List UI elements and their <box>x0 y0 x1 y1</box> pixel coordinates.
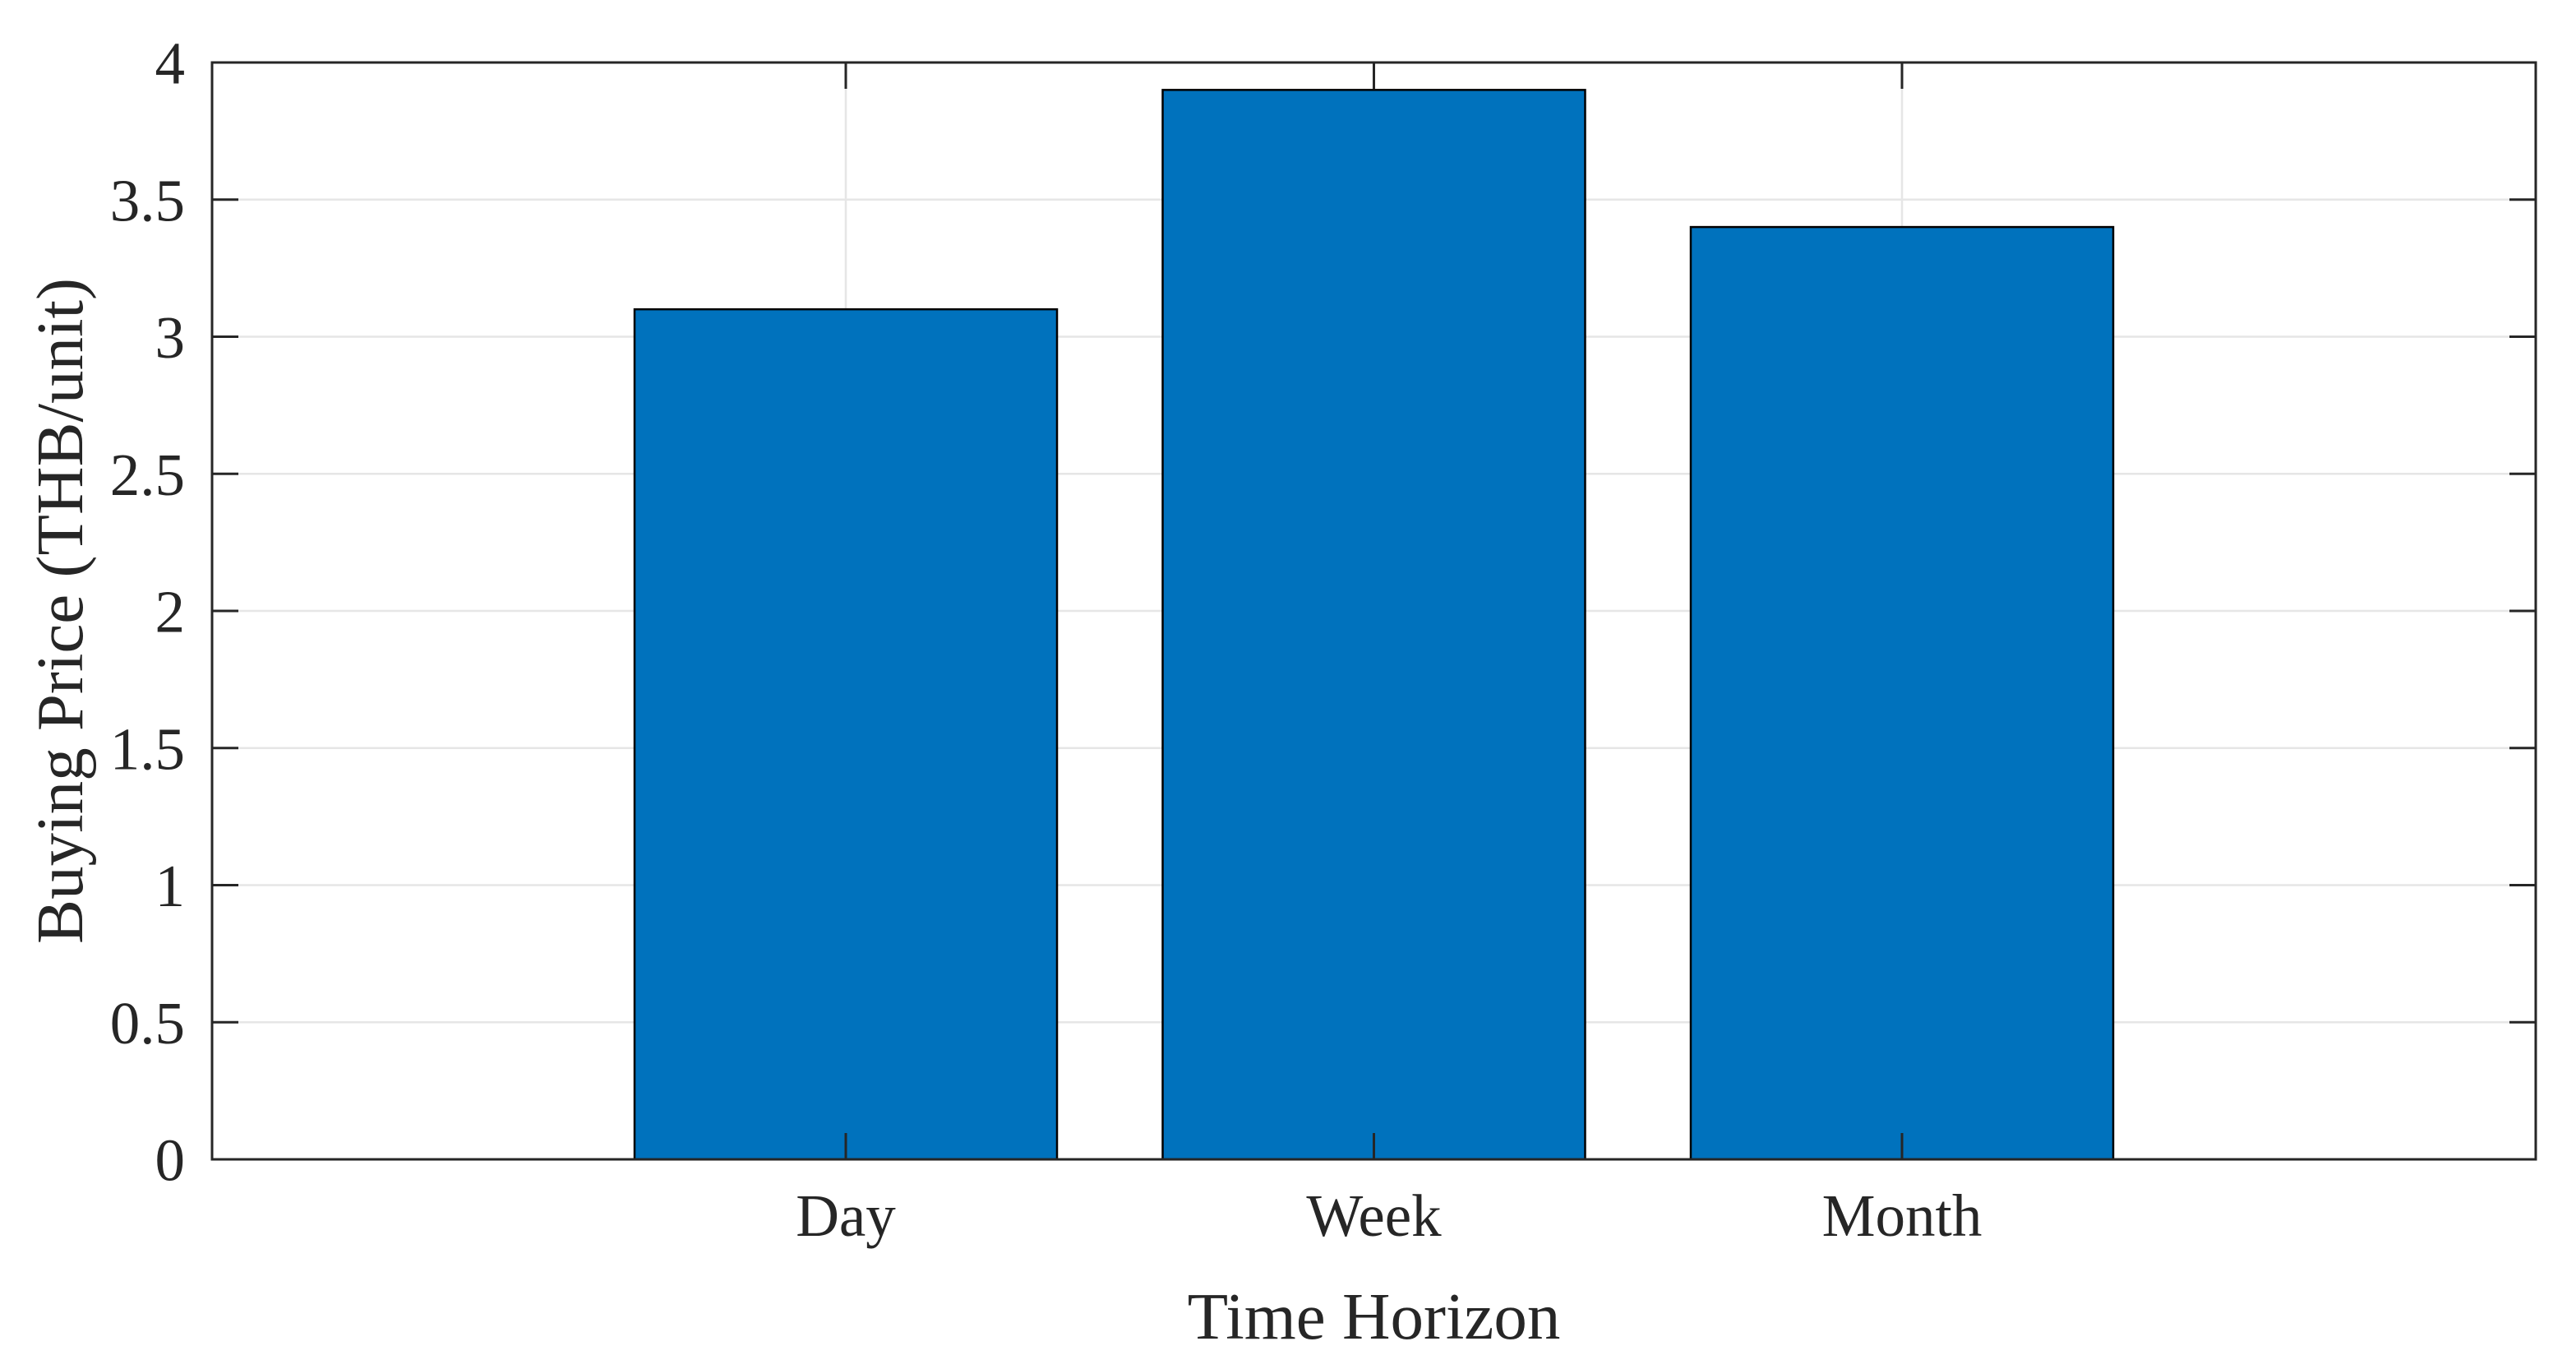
y-tick-label: 0 <box>155 1127 186 1194</box>
x-tick-label: Day <box>796 1182 896 1249</box>
y-tick-label: 3.5 <box>110 167 185 234</box>
y-tick-label: 2.5 <box>110 442 185 508</box>
y-tick-label: 1.5 <box>110 715 185 782</box>
plot-box <box>210 61 2537 1161</box>
bars <box>633 89 2115 1161</box>
bar-month <box>1689 225 2115 1161</box>
x-axis-label: Time Horizon <box>1188 1279 1561 1346</box>
x-tick-label: Week <box>1306 1182 1442 1249</box>
y-tick-label: 2 <box>155 579 186 645</box>
tick-labels: 0 0.5 1 1.5 2 2.5 3 3.5 4 Day Week Month <box>110 30 1983 1249</box>
axes <box>210 61 2537 1161</box>
y-tick-label: 4 <box>155 30 186 97</box>
bar-week <box>1161 89 1586 1161</box>
x-tick-label: Month <box>1822 1182 1983 1249</box>
y-tick-label: 3 <box>155 304 186 371</box>
y-tick-label: 0.5 <box>110 990 185 1057</box>
y-tick-label: 1 <box>155 853 186 919</box>
bar-day <box>633 308 1059 1161</box>
y-axis-label: Buying Price (THB/unit) <box>23 278 97 944</box>
